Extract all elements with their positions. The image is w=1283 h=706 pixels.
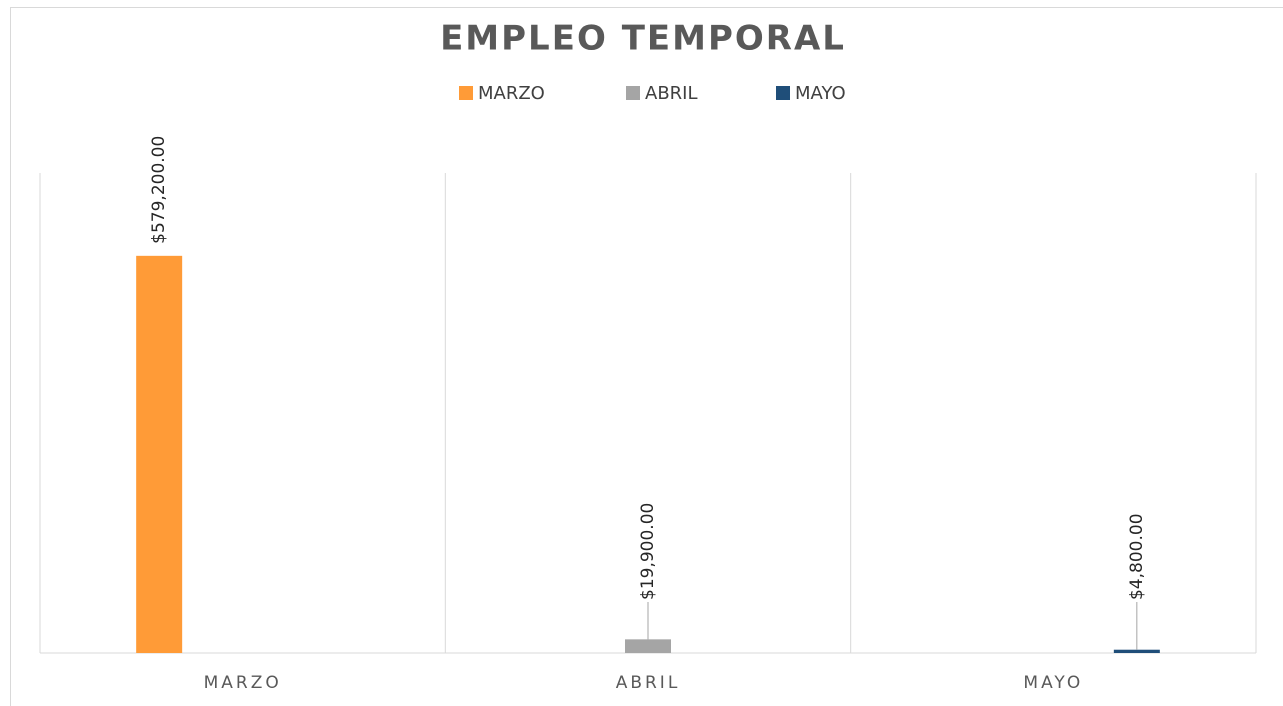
- chart-title: EMPLEO TEMPORAL: [440, 19, 846, 59]
- data-label: $19,900.00: [638, 503, 658, 600]
- legend-label: MARZO: [478, 83, 545, 104]
- legend: MARZO ABRIL MAYO: [459, 83, 846, 104]
- chart-border: [10, 7, 1283, 706]
- bar: [625, 639, 671, 653]
- x-tick-label: MAYO: [1023, 673, 1083, 693]
- legend-swatch: [776, 86, 790, 100]
- bar: [1113, 649, 1160, 653]
- x-tick-label: MARZO: [204, 673, 282, 693]
- legend-swatch: [459, 86, 473, 100]
- legend-swatch: [626, 86, 640, 100]
- legend-label: MAYO: [795, 83, 846, 104]
- data-label: $4,800.00: [1127, 513, 1147, 600]
- legend-label: ABRIL: [645, 83, 698, 104]
- data-label: $579,200.00: [149, 136, 169, 244]
- bar: [136, 255, 183, 653]
- x-tick-label: ABRIL: [616, 673, 681, 693]
